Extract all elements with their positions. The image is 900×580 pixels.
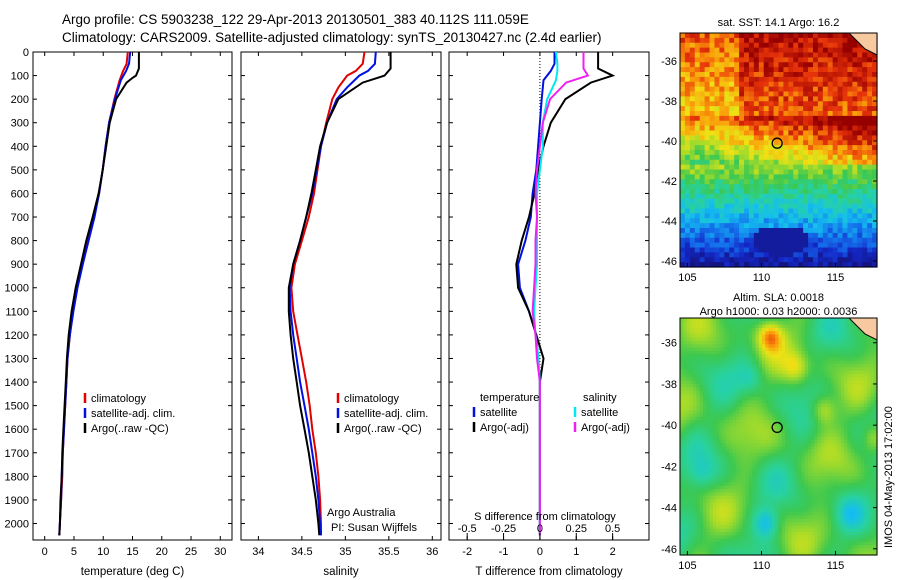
y-tick-label: 1600 xyxy=(5,424,29,436)
map-y-tick-label: -36 xyxy=(661,56,677,68)
y-tick-label: 1500 xyxy=(5,401,29,413)
y-tick-label: 400 xyxy=(11,141,29,153)
sla-map-title: Altim. SLA: 0.0018 xyxy=(733,292,824,304)
map-y-tick-label: -44 xyxy=(661,216,677,228)
legend-entry: satellite-adj. clim. xyxy=(344,408,428,420)
map-x-tick-label: 110 xyxy=(753,560,771,572)
x-tick-label: 5 xyxy=(71,546,77,558)
map-y-tick-label: -36 xyxy=(661,338,677,350)
x-tick-label: 10 xyxy=(97,546,109,558)
y-tick-label: 1400 xyxy=(5,377,29,389)
sla-map-subtitle: Argo h1000: 0.03 h2000: 0.0036 xyxy=(700,306,858,318)
map-panel-1 xyxy=(680,33,878,268)
map-y-tick-label: -46 xyxy=(661,544,677,556)
map-y-tick-label: -40 xyxy=(661,136,677,148)
legend-entry: Argo(-adj) xyxy=(581,422,630,434)
legend-entry: satellite-adj. clim. xyxy=(91,408,175,420)
legend-title-salinity: salinity xyxy=(583,392,617,404)
x-tick-label: 30 xyxy=(214,546,226,558)
top-axis-label: S difference from climatology xyxy=(474,511,616,523)
header-line-1: Argo profile: CS 5903238_122 29-Apr-2013… xyxy=(62,12,529,27)
top-axis-tick-label: 0.5 xyxy=(605,523,620,535)
x-tick-label: 34 xyxy=(252,546,264,558)
map-y-tick-label: -42 xyxy=(661,176,677,188)
y-tick-label: 2000 xyxy=(5,518,29,530)
x-tick-label: -2 xyxy=(462,546,472,558)
y-tick-label: 1200 xyxy=(5,330,29,342)
x-tick-label: 34.5 xyxy=(291,546,312,558)
x-axis-label: temperature (deg C) xyxy=(81,566,185,578)
map-y-tick-label: -38 xyxy=(661,379,677,391)
annotation-line-2: PI: Susan Wijffels xyxy=(331,522,417,534)
x-tick-label: 20 xyxy=(156,546,168,558)
legend-entry: Argo(..raw -QC) xyxy=(344,423,422,435)
legend-entry: Argo(..raw -QC) xyxy=(91,423,169,435)
header-line-2: Climatology: CARS2009. Satellite-adjuste… xyxy=(62,30,602,45)
legend-entry: Argo(-adj) xyxy=(480,422,529,434)
legend-entry: climatology xyxy=(91,393,147,405)
panel-frame-2 xyxy=(240,51,442,541)
annotation-line-1: Argo Australia xyxy=(327,507,396,519)
map-y-tick-label: -46 xyxy=(661,256,677,268)
y-tick-label: 300 xyxy=(11,118,29,130)
top-axis-tick-label: -0.25 xyxy=(491,523,516,535)
map-y-tick-label: -42 xyxy=(661,461,677,473)
legend-entry: satellite xyxy=(480,407,517,419)
map-y-tick-label: -44 xyxy=(661,503,677,515)
sst-map-title: sat. SST: 14.1 Argo: 16.2 xyxy=(718,17,840,29)
legend-entry: climatology xyxy=(344,393,400,405)
y-tick-label: 1000 xyxy=(5,283,29,295)
y-tick-label: 200 xyxy=(11,94,29,106)
x-tick-label: 36 xyxy=(426,546,438,558)
argo-float-marker xyxy=(771,421,783,434)
y-tick-label: 800 xyxy=(11,236,29,248)
x-tick-label: 0 xyxy=(42,546,48,558)
top-axis-tick-label: 0.25 xyxy=(566,523,587,535)
x-tick-label: 2 xyxy=(610,546,616,558)
series-line-climatology xyxy=(290,51,366,536)
x-tick-label: -1 xyxy=(499,546,509,558)
map-y-tick-label: -38 xyxy=(661,96,677,108)
map-panel-2 xyxy=(680,318,878,556)
y-tick-label: 1100 xyxy=(5,306,29,318)
y-tick-label: 600 xyxy=(11,188,29,200)
map-y-tick-label: -40 xyxy=(661,420,677,432)
panel-frame-1 xyxy=(32,51,233,541)
panel-frame-3 xyxy=(448,51,650,541)
map-x-tick-label: 110 xyxy=(753,272,771,284)
y-tick-label: 900 xyxy=(11,259,29,271)
map-x-tick-label: 115 xyxy=(827,560,845,572)
x-tick-label: 35.5 xyxy=(378,546,399,558)
series-line-argo-adj- xyxy=(531,52,590,536)
y-tick-label: 1900 xyxy=(5,495,29,507)
legend-entry: satellite xyxy=(581,407,618,419)
map-frame-1 xyxy=(679,32,878,268)
map-x-tick-label: 115 xyxy=(827,272,845,284)
y-tick-label: 700 xyxy=(11,212,29,224)
top-axis-tick-label: 0 xyxy=(537,523,543,535)
y-tick-label: 1300 xyxy=(5,353,29,365)
x-axis-label: T difference from climatology xyxy=(475,566,622,578)
map-frame-2 xyxy=(679,317,878,556)
legend-title-temperature: temperature xyxy=(480,392,539,404)
y-tick-label: 500 xyxy=(11,165,29,177)
x-axis-label: salinity xyxy=(323,566,358,578)
x-tick-label: 1 xyxy=(573,546,579,558)
y-tick-label: 1700 xyxy=(5,448,29,460)
x-tick-label: 0 xyxy=(537,546,543,558)
x-tick-label: 15 xyxy=(126,546,138,558)
x-tick-label: 25 xyxy=(185,546,197,558)
top-axis-tick-label: -0.5 xyxy=(458,523,477,535)
series-line-argo-raw-qc- xyxy=(58,52,140,536)
y-tick-label: 1800 xyxy=(5,471,29,483)
series-line-argo-raw-qc- xyxy=(287,52,392,536)
map-x-tick-label: 105 xyxy=(678,272,696,284)
y-tick-label: 0 xyxy=(23,47,29,59)
y-tick-label: 100 xyxy=(11,71,29,83)
x-tick-label: 35 xyxy=(339,546,351,558)
argo-float-marker xyxy=(771,137,783,149)
map-x-tick-label: 105 xyxy=(678,560,696,572)
